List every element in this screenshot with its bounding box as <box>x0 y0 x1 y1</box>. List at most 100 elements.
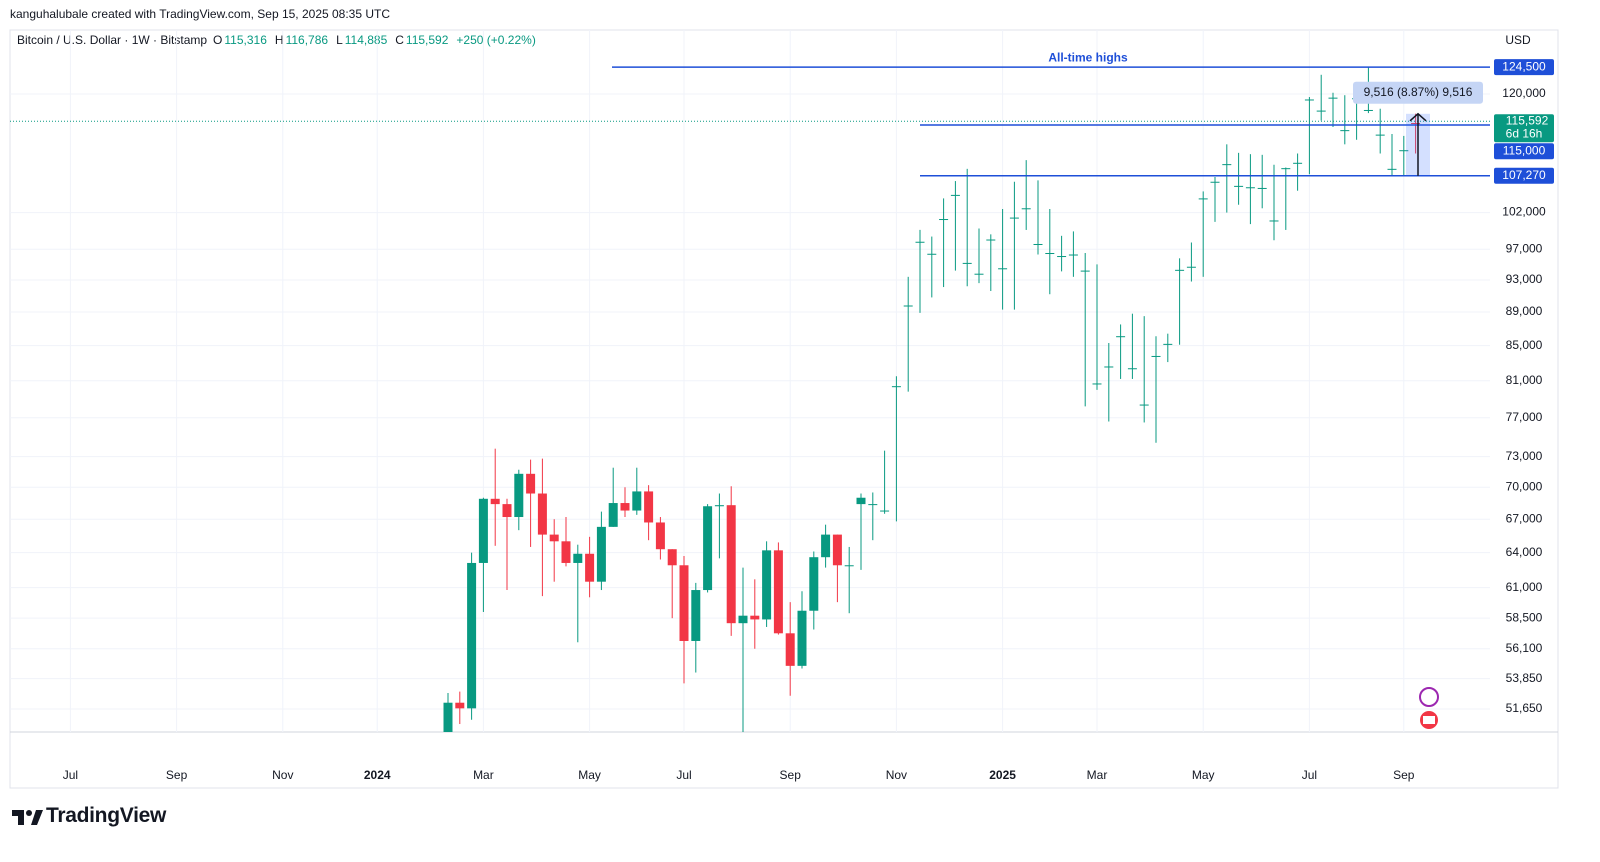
candle-body <box>844 565 854 567</box>
candle-body <box>762 550 772 620</box>
candle-body <box>644 491 654 523</box>
candle-body <box>1175 269 1185 271</box>
x-tick-label: Mar <box>1087 768 1108 782</box>
candle-body <box>549 534 559 542</box>
y-tick-label: 97,000 <box>1506 241 1543 255</box>
candle-body <box>797 610 807 666</box>
candle-body <box>490 498 500 505</box>
y-tick-label: 70,000 <box>1506 479 1543 493</box>
candle-body <box>821 534 831 558</box>
candle-body <box>1316 110 1326 112</box>
change: +250 (+0.22%) <box>456 33 536 47</box>
candle-body <box>608 503 618 527</box>
x-tick-label: Mar <box>473 768 494 782</box>
candle-body <box>998 268 1008 270</box>
candle-body <box>962 262 972 264</box>
level-tag <box>1494 59 1554 76</box>
candle-body <box>596 526 606 582</box>
last-price-label: 115,592 <box>1506 113 1549 127</box>
candle-body <box>655 522 665 550</box>
candle-body <box>478 498 488 563</box>
candle-body <box>1068 254 1078 256</box>
candle-body <box>1281 168 1291 170</box>
y-tick-label: 64,000 <box>1506 545 1543 559</box>
candle-body <box>514 473 524 518</box>
ohlc-value: 115,592 <box>405 33 449 47</box>
candle-body <box>714 505 724 507</box>
x-tick-label: 2024 <box>364 768 391 782</box>
candle-body <box>1092 383 1102 385</box>
y-tick-label: 77,000 <box>1506 410 1543 424</box>
candle-body <box>1127 368 1137 370</box>
y-tick-label: 120,000 <box>1502 86 1546 100</box>
candle-body <box>1411 123 1421 125</box>
candle-body <box>880 510 890 512</box>
candle-body <box>632 491 642 511</box>
candle-body <box>1139 404 1149 406</box>
candle-body <box>585 553 595 582</box>
tv-logo <box>12 810 43 825</box>
candle-body <box>1245 187 1255 189</box>
candle-body <box>903 305 913 307</box>
candle-body <box>1198 198 1208 200</box>
candle-body <box>1080 270 1090 272</box>
last-price-tag <box>1494 114 1554 143</box>
y-tick-label: 51,650 <box>1506 701 1543 715</box>
y-tick-label: 73,000 <box>1506 449 1543 463</box>
attribution: kanguhalubale created with TradingView.c… <box>10 7 391 21</box>
candle-body <box>832 534 842 566</box>
y-tick-label: 89,000 <box>1506 304 1543 318</box>
candle-body <box>703 506 713 591</box>
x-tick-label: Jul <box>63 768 78 782</box>
candle-body <box>974 273 984 275</box>
candle-body <box>1399 150 1409 152</box>
candle-body <box>1151 355 1161 357</box>
measure-arrowhead <box>1409 112 1427 122</box>
brand: TradingView <box>46 804 167 827</box>
candle-body <box>1210 181 1220 183</box>
y-tick-label: 102,000 <box>1502 205 1546 219</box>
candle-body <box>1009 217 1019 219</box>
candle-body <box>573 553 583 563</box>
candle-body <box>1387 168 1397 170</box>
measure-label-box <box>1353 81 1483 104</box>
candle-body <box>868 504 878 506</box>
ohlc-label: O <box>213 33 223 47</box>
candle-body <box>1057 256 1067 258</box>
candle-body <box>1116 336 1126 338</box>
ohlc-label: H <box>274 33 284 47</box>
y-tick-label: 53,850 <box>1506 671 1543 685</box>
x-tick-label: Nov <box>272 768 293 782</box>
candle-body <box>526 473 536 494</box>
candle-body <box>1340 130 1350 132</box>
symbol-legend: Bitcoin / U.S. Dollar · 1W · Bitstamp O 11… <box>17 33 544 47</box>
x-tick-label: Sep <box>166 768 188 782</box>
measure-label: 9,516 (8.87%) 9,516 <box>1364 85 1473 99</box>
ohlc-value: 114,885 <box>344 33 388 47</box>
candle-body <box>502 504 512 518</box>
candle-body <box>773 550 783 634</box>
candle-body <box>1033 243 1043 245</box>
candle-body <box>691 590 701 641</box>
candle-body <box>738 615 748 624</box>
x-tick-label: Sep <box>780 768 802 782</box>
candle-body <box>1234 185 1244 187</box>
candle-body <box>939 219 949 221</box>
level-tag <box>1494 167 1554 184</box>
level-label: 107,270 <box>1502 168 1546 182</box>
candle-body <box>726 505 736 624</box>
candle-body <box>1363 109 1373 111</box>
candle-body <box>455 702 465 709</box>
candle-body <box>620 503 630 511</box>
candle-body <box>537 493 547 535</box>
x-tick-label: May <box>1192 768 1215 782</box>
y-tick-label: 85,000 <box>1506 338 1543 352</box>
candle-body <box>1104 366 1114 368</box>
candle-body <box>1375 134 1385 136</box>
x-tick-label: May <box>578 768 601 782</box>
candle-body <box>1186 266 1196 268</box>
countdown-label: 6d 16h <box>1506 126 1543 140</box>
candle-body <box>443 702 453 732</box>
